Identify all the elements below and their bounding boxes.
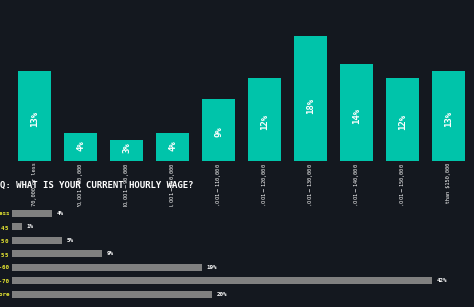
Bar xyxy=(340,64,373,161)
Text: 19%: 19% xyxy=(207,265,217,270)
Text: 9%: 9% xyxy=(214,127,223,138)
Text: 12%: 12% xyxy=(398,113,407,130)
Bar xyxy=(12,237,62,244)
Text: 1%: 1% xyxy=(27,224,34,229)
Bar xyxy=(202,99,235,161)
Bar xyxy=(12,277,432,284)
Bar xyxy=(12,291,212,297)
Text: 18%: 18% xyxy=(306,98,315,114)
Text: 3%: 3% xyxy=(122,142,131,153)
Bar xyxy=(12,264,202,271)
Text: 4%: 4% xyxy=(57,211,64,216)
Bar xyxy=(12,223,22,231)
Text: 14%: 14% xyxy=(352,108,361,124)
Text: 9%: 9% xyxy=(107,251,114,256)
Text: 4%: 4% xyxy=(168,140,177,151)
Text: 4%: 4% xyxy=(76,140,85,151)
Bar xyxy=(64,134,97,161)
Bar xyxy=(12,250,102,257)
Text: 12%: 12% xyxy=(260,113,269,130)
Text: 20%: 20% xyxy=(217,292,227,297)
Bar xyxy=(156,134,189,161)
Text: 5%: 5% xyxy=(67,238,74,243)
Text: 13%: 13% xyxy=(444,111,453,127)
Bar xyxy=(432,71,465,161)
Text: 42%: 42% xyxy=(437,278,447,283)
Bar xyxy=(386,78,419,161)
Text: Q: WHAT IS YOUR CURRENT HOURLY WAGE?: Q: WHAT IS YOUR CURRENT HOURLY WAGE? xyxy=(0,181,194,190)
Bar xyxy=(110,140,143,161)
Bar xyxy=(18,71,51,161)
Bar xyxy=(248,78,281,161)
Bar xyxy=(294,36,327,161)
Bar xyxy=(12,210,52,217)
Text: 13%: 13% xyxy=(30,111,39,127)
